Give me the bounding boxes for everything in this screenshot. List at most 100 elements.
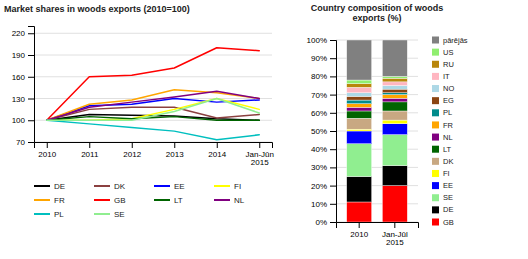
legend-label: FR — [443, 121, 454, 130]
legend-label: FI — [443, 169, 450, 178]
x-axis: 20102011201220132014Jan-Jūn2015 — [35, 142, 274, 167]
legend-item: NL — [214, 196, 245, 205]
legend-label: GB — [443, 218, 454, 227]
y-tick-label: 50% — [311, 127, 327, 136]
text-line: 2014 — [208, 150, 226, 159]
x-axis-line — [337, 223, 419, 229]
y-tick-mark — [330, 204, 336, 205]
legend-item: DK — [94, 182, 126, 191]
y-tick-mark — [330, 149, 336, 150]
x-tick-mark — [259, 142, 260, 148]
series-line — [47, 120, 260, 140]
y-tick: 160 — [12, 73, 34, 82]
legend-swatch — [34, 199, 50, 201]
bar-segment — [382, 120, 407, 124]
legend-label: NL — [234, 196, 245, 205]
y-tick-mark — [28, 142, 34, 143]
legend-swatch — [432, 121, 439, 128]
legend-label: DK — [443, 157, 453, 166]
y-tick-mark — [330, 167, 336, 168]
y-tick: 100% — [307, 36, 336, 45]
legend-swatch — [154, 199, 170, 201]
legend-swatch — [432, 61, 439, 68]
y-tick: 90% — [311, 54, 336, 63]
y-axis-line — [28, 27, 35, 143]
legend-label: EE — [174, 182, 185, 191]
y-tick-mark — [330, 186, 336, 187]
legend-label: NO — [443, 84, 454, 93]
legend-item: SE — [94, 210, 125, 219]
x-tick: 2013 — [166, 142, 184, 159]
y-tick-mark — [330, 113, 336, 114]
legend-swatch — [432, 182, 439, 189]
legend-label: LT — [443, 145, 452, 154]
x-tick-label: 2012 — [123, 150, 141, 159]
x-tick-label: 2014 — [208, 150, 226, 159]
bar-segment — [347, 40, 372, 80]
y-tick: 50% — [311, 127, 336, 136]
legend-label: EG — [443, 96, 454, 105]
legend-item: FI — [214, 182, 241, 191]
y-tick: 70 — [16, 138, 34, 147]
legend-item: RU — [432, 60, 454, 69]
x-tick-mark — [174, 142, 175, 148]
legend-item: PL — [34, 210, 64, 219]
legend: pārējāsUSRUITNOEGPLFRNLLTDKFIEESEDEGB — [432, 36, 468, 227]
x-tick: 2011 — [81, 142, 99, 159]
bar-series — [347, 111, 408, 129]
y-tick-mark — [330, 222, 336, 223]
x-tick-label: Jan-Jūl2015 — [382, 230, 408, 248]
bar-segment — [382, 95, 407, 99]
text-line: 2010 — [38, 150, 56, 159]
grid-line — [34, 33, 272, 34]
series-line — [47, 48, 260, 121]
bar-segment — [347, 84, 372, 88]
y-tick: 100 — [12, 116, 34, 125]
bar-segment — [347, 131, 372, 144]
y-tick-mark — [28, 120, 34, 121]
y-tick-label: 100% — [307, 36, 327, 45]
line-chart: 7010013016019022020102011201220132014Jan… — [4, 4, 274, 219]
x-tick-label: 2010 — [38, 150, 56, 159]
legend-label: IT — [443, 72, 450, 81]
y-tick: 40% — [311, 145, 336, 154]
bar-segment — [382, 76, 407, 78]
y-tick: 20% — [311, 182, 336, 191]
y-tick-label: 190 — [12, 51, 26, 60]
legend-label: NL — [443, 133, 453, 142]
bar-series — [347, 93, 408, 104]
legend-swatch — [432, 194, 439, 201]
legend-label: SE — [443, 193, 453, 202]
legend-item: GB — [94, 196, 126, 205]
y-tick: 130 — [12, 95, 34, 104]
y-tick-mark — [330, 131, 336, 132]
legend-swatch — [34, 213, 50, 215]
legend-swatch — [432, 49, 439, 56]
bar-segment — [382, 86, 407, 90]
legend-item: SE — [432, 193, 453, 202]
bar-segment — [382, 135, 407, 166]
legend-item: NO — [432, 84, 454, 93]
bar-segment — [382, 98, 407, 102]
legend-swatch — [94, 185, 110, 187]
bar-series — [347, 40, 408, 80]
x-tick-mark — [394, 222, 395, 228]
legend-swatch — [432, 134, 439, 141]
y-axis: 0%10%20%30%40%50%60%70%80%90%100% — [307, 36, 337, 227]
y-tick-mark — [330, 95, 336, 96]
y-tick: 220 — [12, 29, 34, 38]
bar-series — [347, 102, 408, 118]
x-tick: 2010 — [38, 142, 56, 159]
legend-item: LT — [154, 196, 183, 205]
legend-item: EG — [432, 96, 454, 105]
legend: DEDKEEFIFRGBLTNLPLSE — [34, 182, 245, 219]
legend-item: FR — [432, 121, 454, 130]
bar-segment — [382, 82, 407, 86]
bar-segment — [347, 129, 372, 131]
x-axis: 2010Jan-Jūl2015 — [337, 222, 419, 247]
y-tick: 30% — [311, 163, 336, 172]
legend-swatch — [432, 37, 439, 44]
text-line: Jan-Jūl — [382, 230, 408, 239]
bar-segment — [347, 111, 372, 118]
y-tick-label: 20% — [311, 182, 327, 191]
